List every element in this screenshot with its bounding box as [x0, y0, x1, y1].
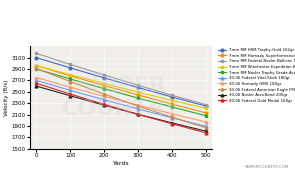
7mm RM Nosler Trophy Grade AccuBond 168gr	[102, 88, 106, 90]
Line: 30-06 Hornady GMX 180gr: 30-06 Hornady GMX 180gr	[35, 76, 207, 123]
7mm RM Federal Nosler Ballistic Tip InterLock 150gr	[68, 63, 72, 65]
7mm RM Hornady Superformance 154 162gr	[136, 94, 140, 96]
Line: 7mm RM Federal Nosler Ballistic Tip InterLock 150gr: 7mm RM Federal Nosler Ballistic Tip Inte…	[35, 52, 207, 106]
7mm RM Federal Nosler Ballistic Tip InterLock 150gr	[102, 74, 106, 76]
Legend: 7mm RM HSM Trophy-Gold 162gr Berger 162gr, 7mm RM Hornady Superformance 154 162g: 7mm RM HSM Trophy-Gold 162gr Berger 162g…	[218, 48, 295, 103]
7mm RM Nosler Trophy Grade AccuBond 168gr	[68, 78, 72, 80]
7mm RM Nosler Trophy Grade AccuBond 168gr	[204, 115, 207, 117]
7mm RM Winchester Expedition Big Game Long Range 168gr	[102, 82, 106, 84]
7mm RM Nosler Trophy Grade AccuBond 168gr	[35, 68, 38, 70]
30-06 Federal Vital-Shok 180gr	[68, 89, 72, 91]
7mm RM Federal Nosler Ballistic Tip InterLock 150gr	[204, 104, 207, 106]
30-06 Hornady GMX 180gr	[68, 86, 72, 88]
30-06 Nosler AccuBond 200gr	[136, 113, 140, 115]
X-axis label: Yards: Yards	[113, 161, 129, 166]
Text: SNIPER
COUNTRY: SNIPER COUNTRY	[61, 76, 181, 119]
30-06 Federal American Eagle FMJ 150gr	[102, 93, 106, 95]
Line: 30-06 Nosler AccuBond 200gr: 30-06 Nosler AccuBond 200gr	[35, 85, 207, 133]
30-06 Federal American Eagle FMJ 150gr	[136, 105, 140, 107]
7mm RM Federal Nosler Ballistic Tip InterLock 150gr	[35, 52, 38, 54]
Line: 7mm RM Hornady Superformance 154 162gr: 7mm RM Hornady Superformance 154 162gr	[35, 64, 207, 114]
30-06 Federal Vital-Shok 180gr	[170, 117, 173, 119]
30-06 Federal Gold Medal 168gr	[102, 103, 106, 105]
7mm RM Winchester Expedition Big Game Long Range 168gr	[204, 107, 207, 109]
30-06 Federal Vital-Shok 180gr	[35, 79, 38, 81]
7mm RM HSM Trophy-Gold 162gr Berger 162gr	[136, 87, 140, 89]
30-06 Hornady GMX 180gr	[204, 121, 207, 123]
30-06 Federal Gold Medal 168gr	[35, 82, 38, 84]
7mm RM Winchester Expedition Big Game Long Range 168gr	[170, 99, 173, 101]
30-06 Federal Gold Medal 168gr	[136, 113, 140, 115]
7mm RM Hornady Superformance 154 162gr	[35, 64, 38, 67]
Text: BULLET VELOCITY: BULLET VELOCITY	[71, 11, 224, 26]
30-06 Federal Vital-Shok 180gr	[136, 108, 140, 110]
7mm RM Winchester Expedition Big Game Long Range 168gr	[68, 74, 72, 76]
7mm RM Federal Nosler Ballistic Tip InterLock 150gr	[170, 94, 173, 96]
7mm RM Nosler Trophy Grade AccuBond 168gr	[136, 97, 140, 99]
7mm RM Federal Nosler Ballistic Tip InterLock 150gr	[136, 84, 140, 86]
7mm RM Hornady Superformance 154 162gr	[204, 112, 207, 114]
Line: 30-06 Federal Gold Medal 168gr: 30-06 Federal Gold Medal 168gr	[35, 82, 207, 134]
30-06 Federal American Eagle FMJ 150gr	[68, 81, 72, 83]
30-06 Nosler AccuBond 200gr	[170, 122, 173, 124]
30-06 Federal Gold Medal 168gr	[170, 123, 173, 125]
7mm RM Nosler Trophy Grade AccuBond 168gr	[170, 106, 173, 108]
30-06 Federal Gold Medal 168gr	[68, 93, 72, 95]
7mm RM Hornady Superformance 154 162gr	[170, 103, 173, 105]
7mm RM Winchester Expedition Big Game Long Range 168gr	[136, 91, 140, 93]
7mm RM Hornady Superformance 154 162gr	[68, 75, 72, 77]
Line: 7mm RM Nosler Trophy Grade AccuBond 168gr: 7mm RM Nosler Trophy Grade AccuBond 168g…	[35, 68, 207, 117]
30-06 Nosler AccuBond 200gr	[102, 104, 106, 106]
30-06 Federal American Eagle FMJ 150gr	[35, 67, 38, 69]
30-06 Federal American Eagle FMJ 150gr	[170, 116, 173, 118]
7mm RM Winchester Expedition Big Game Long Range 168gr	[35, 64, 38, 67]
30-06 Federal American Eagle FMJ 150gr	[204, 127, 207, 129]
7mm RM HSM Trophy-Gold 162gr Berger 162gr	[68, 67, 72, 69]
Line: 30-06 Federal Vital-Shok 180gr: 30-06 Federal Vital-Shok 180gr	[35, 79, 207, 128]
30-06 Federal Vital-Shok 180gr	[102, 99, 106, 101]
7mm RM HSM Trophy-Gold 162gr Berger 162gr	[102, 77, 106, 79]
30-06 Federal Vital-Shok 180gr	[204, 125, 207, 127]
30-06 Nosler AccuBond 200gr	[204, 130, 207, 132]
7mm RM Hornady Superformance 154 162gr	[102, 84, 106, 87]
Text: SNIPERCOUNTRY.COM: SNIPERCOUNTRY.COM	[245, 165, 289, 169]
Line: 7mm RM HSM Trophy-Gold 162gr Berger 162gr: 7mm RM HSM Trophy-Gold 162gr Berger 162g…	[35, 56, 207, 107]
Y-axis label: Velocity (ft/s): Velocity (ft/s)	[4, 79, 9, 116]
30-06 Hornady GMX 180gr	[35, 76, 38, 78]
7mm RM HSM Trophy-Gold 162gr Berger 162gr	[35, 57, 38, 59]
30-06 Nosler AccuBond 200gr	[68, 95, 72, 97]
Line: 7mm RM Winchester Expedition Big Game Long Range 168gr: 7mm RM Winchester Expedition Big Game Lo…	[35, 64, 207, 110]
30-06 Federal Gold Medal 168gr	[204, 132, 207, 134]
30-06 Nosler AccuBond 200gr	[35, 85, 38, 87]
30-06 Hornady GMX 180gr	[102, 95, 106, 97]
30-06 Hornady GMX 180gr	[136, 104, 140, 106]
7mm RM HSM Trophy-Gold 162gr Berger 162gr	[204, 105, 207, 107]
7mm RM HSM Trophy-Gold 162gr Berger 162gr	[170, 96, 173, 98]
Line: 30-06 Federal American Eagle FMJ 150gr: 30-06 Federal American Eagle FMJ 150gr	[35, 67, 207, 129]
30-06 Hornady GMX 180gr	[170, 113, 173, 115]
